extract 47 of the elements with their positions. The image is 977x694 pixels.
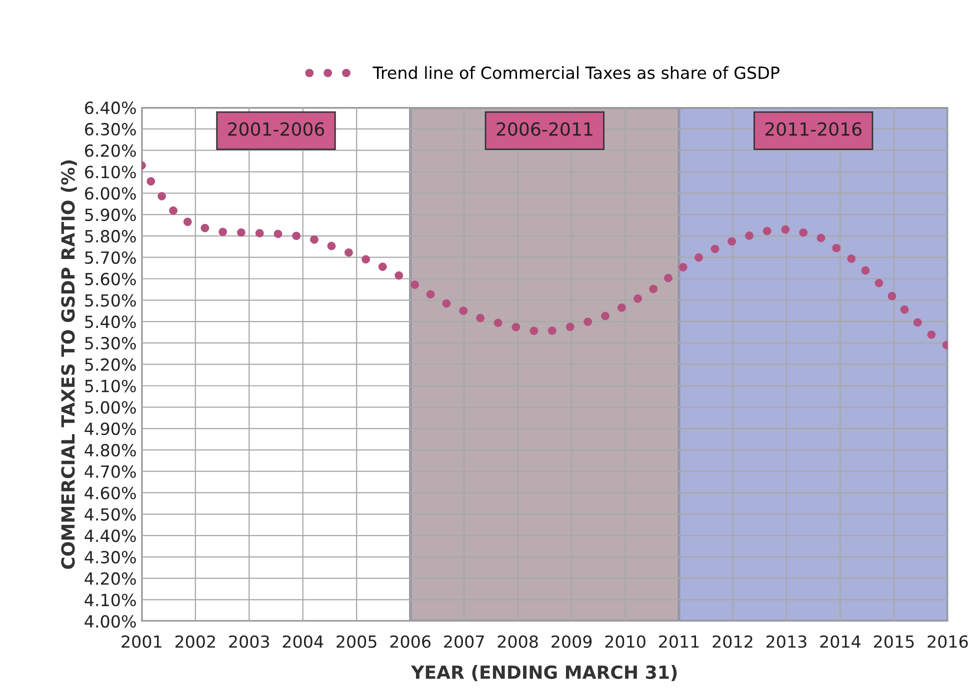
y-tick-label: 6.20% — [85, 144, 136, 157]
x-tick-label: 2010 — [605, 635, 646, 648]
y-tick-label: 5.30% — [85, 336, 136, 350]
y-tick-label: 5.10% — [85, 380, 136, 392]
x-tick-label: 2009 — [552, 635, 592, 648]
x-tick-label: 2005 — [336, 635, 376, 648]
y-tick-label: 4.40% — [84, 530, 136, 542]
y-tick-label: 4.30% — [84, 550, 136, 564]
x-tick-label: 2001 — [122, 635, 162, 648]
y-tick-label: 5.80% — [85, 230, 136, 243]
y-tick-label: 4.50% — [84, 508, 136, 521]
x-tick-label: 2016 — [928, 635, 968, 648]
y-tick-label: 5.20% — [85, 358, 136, 371]
band-label: 2006-2011 — [496, 122, 592, 136]
y-axis-title: COMMERCIAL TAXES TO GSDP RATIO (%) — [60, 160, 77, 569]
y-tick-label: 4.60% — [84, 486, 136, 500]
y-tick-label: 4.80% — [84, 444, 136, 457]
y-tick-label: 4.20% — [84, 572, 136, 585]
x-tick-label: 2015 — [874, 635, 914, 648]
y-tick-label: 5.40% — [85, 316, 136, 328]
y-tick-label: 5.70% — [85, 251, 136, 264]
x-tick-label: 2011 — [659, 635, 699, 648]
y-tick-label: 6.40% — [85, 102, 136, 114]
x-tick-label: 2012 — [712, 635, 752, 648]
y-tick-label: 4.70% — [84, 465, 136, 478]
y-tick-label: 4.90% — [84, 422, 136, 436]
x-tick-label: 2004 — [282, 635, 324, 648]
x-tick-label: 2013 — [766, 635, 806, 648]
x-tick-label: 2006 — [390, 635, 430, 648]
x-tick-label: 2014 — [820, 635, 860, 648]
y-tick-label: 5.90% — [85, 208, 136, 222]
y-tick-label: 4.10% — [84, 594, 136, 606]
y-tick-label: 6.30% — [85, 122, 136, 136]
band-label: 2001-2006 — [228, 122, 324, 136]
x-tick-label: 2002 — [175, 635, 215, 648]
x-axis-title: YEAR (ENDING MARCH 31) — [410, 665, 677, 682]
y-tick-label: 6.00% — [85, 187, 136, 200]
band-label: 2011-2016 — [765, 122, 862, 136]
y-tick-label: 5.50% — [85, 294, 136, 307]
y-tick-label: 4.00% — [84, 615, 136, 628]
x-tick-label: 2003 — [229, 635, 270, 648]
legend-label: Trend line of Commercial Taxes as share of GSDP — [372, 66, 780, 80]
y-tick-label: 6.10% — [85, 166, 136, 178]
x-tick-label: 2007 — [444, 635, 484, 648]
y-tick-label: 5.60% — [85, 272, 136, 286]
y-tick-label: 5.00% — [85, 401, 136, 414]
x-tick-label: 2008 — [498, 635, 538, 648]
